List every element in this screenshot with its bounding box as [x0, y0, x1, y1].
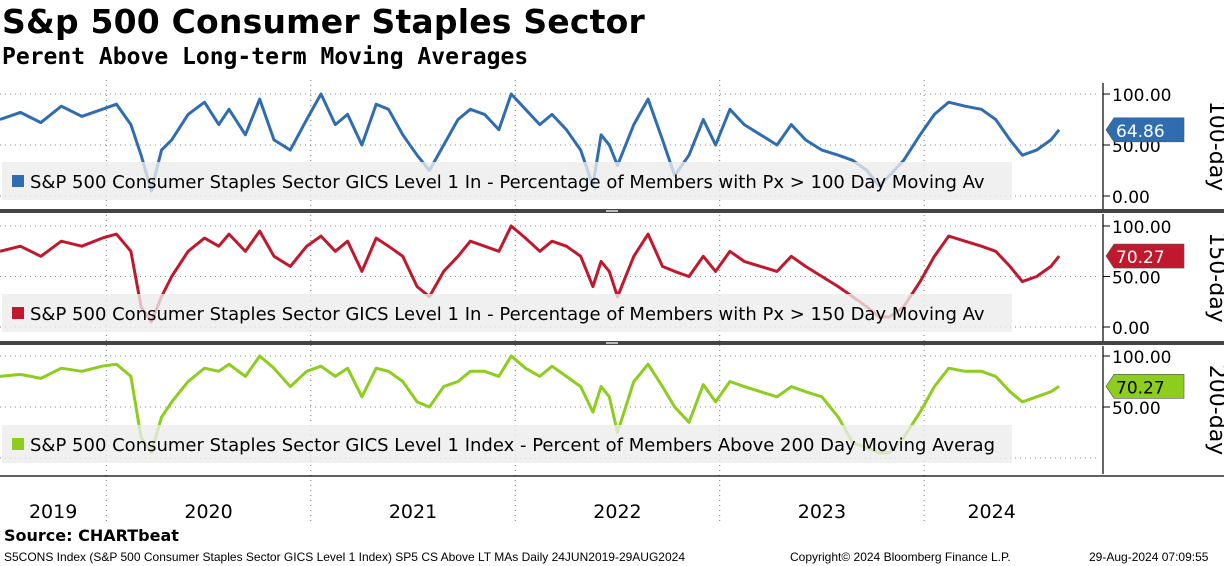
legend-box: [2, 425, 1012, 463]
separator-grip: [606, 210, 618, 212]
legend-label: S&P 500 Consumer Staples Sector GICS Lev…: [30, 172, 985, 193]
y-tick-label: 50.00: [1112, 269, 1161, 289]
timestamp: 29-Aug-2024 07:09:55: [1089, 550, 1209, 564]
y-tick-label: 100.00: [1112, 348, 1171, 368]
last-value-label: 70.27: [1116, 248, 1165, 268]
last-value-label: 64.86: [1116, 122, 1165, 142]
x-year-label: 2020: [184, 501, 232, 523]
last-value-label: 70.27: [1116, 378, 1165, 398]
legend-label: S&P 500 Consumer Staples Sector GICS Lev…: [30, 304, 985, 325]
copyright: Copyright© 2024 Bloomberg Finance L.P.: [790, 550, 1011, 564]
chart-subtitle: Perent Above Long-term Moving Averages: [2, 44, 529, 70]
y-tick-label: 100.00: [1112, 86, 1171, 106]
separator-grip: [606, 342, 618, 344]
legend-swatch: [12, 307, 24, 319]
legend-box: [2, 162, 1012, 200]
source-note: Source: CHARTbeat: [4, 526, 179, 545]
panel-label-100day: 100-day: [1204, 101, 1224, 191]
legend-box: [2, 294, 1012, 332]
x-year-label: 2022: [593, 501, 641, 523]
last-value-tag: [1105, 374, 1185, 399]
y-tick-label: 0.00: [1112, 319, 1150, 339]
x-year-label: 2021: [389, 501, 437, 523]
y-tick-label: 0.00: [1112, 188, 1150, 208]
y-tick-label: 50.00: [1112, 399, 1161, 419]
last-value-tag: [1105, 243, 1185, 269]
x-year-label: 2023: [798, 501, 846, 523]
legend-label: S&P 500 Consumer Staples Sector GICS Lev…: [30, 435, 995, 456]
chart-title: S&p 500 Consumer Staples Sector: [2, 2, 645, 41]
index-info: S5CONS Index (S&P 500 Consumer Staples S…: [4, 550, 686, 564]
legend-swatch: [12, 175, 24, 187]
legend-swatch: [12, 438, 24, 450]
last-value-tag: [1105, 117, 1185, 143]
x-year-label: 2019: [29, 501, 77, 523]
x-year-label: 2024: [967, 501, 1015, 523]
y-tick-label: 100.00: [1112, 218, 1171, 238]
panel-label-150day: 150-day: [1204, 232, 1224, 322]
panel-label-200day: 200-day: [1204, 365, 1224, 455]
